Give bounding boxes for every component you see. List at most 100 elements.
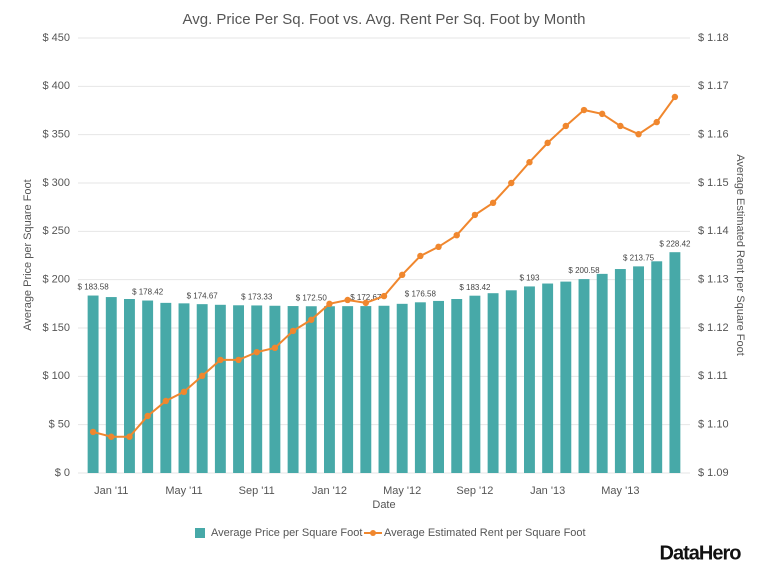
line-point xyxy=(326,300,333,308)
y2-axis-title: Average Estimated Rent per Square Foot xyxy=(734,154,746,356)
line-point xyxy=(344,296,351,304)
y-axis-title: Average Price per Square Foot xyxy=(22,179,34,330)
line-point xyxy=(198,372,206,380)
value-label: $ 200.58 xyxy=(568,266,600,275)
line-point xyxy=(235,356,242,364)
y-tick-label: $ 0 xyxy=(55,467,70,479)
line-point xyxy=(598,110,606,118)
legend-label: Average Price per Square Foot xyxy=(211,527,362,539)
y2-tick-label: $ 1.10 xyxy=(698,419,729,431)
line-point xyxy=(253,348,260,356)
bar xyxy=(524,286,535,473)
legend-label: Average Estimated Rent per Square Foot xyxy=(384,527,586,539)
y2-tick-label: $ 1.18 xyxy=(698,32,729,44)
bar xyxy=(305,306,317,473)
value-label: $ 228.42 xyxy=(659,239,691,248)
value-label: $ 172.50 xyxy=(296,293,328,302)
line-point xyxy=(217,356,224,364)
line-point xyxy=(653,118,660,126)
bar xyxy=(378,305,390,473)
bar xyxy=(560,281,572,473)
y2-tick-label: $ 1.16 xyxy=(698,129,729,141)
line-point xyxy=(289,327,297,335)
x-axis-title: Date xyxy=(372,499,395,511)
bar xyxy=(451,299,463,473)
x-tick-label: May '13 xyxy=(601,485,639,497)
y-tick-label: $ 200 xyxy=(42,274,70,286)
bar xyxy=(233,305,244,473)
line-point xyxy=(635,130,642,138)
y2-tick-label: $ 1.11 xyxy=(698,370,728,382)
bar xyxy=(414,302,426,473)
bar xyxy=(87,295,99,473)
bar xyxy=(269,305,281,473)
line-point xyxy=(362,299,370,307)
y-tick-label: $ 250 xyxy=(42,225,70,237)
line-point xyxy=(271,344,279,352)
value-label: $ 176.58 xyxy=(405,289,437,298)
y2-tick-label: $ 1.13 xyxy=(698,274,729,286)
bar xyxy=(178,303,190,473)
value-label: $ 174.67 xyxy=(187,291,219,300)
line-point xyxy=(398,271,406,279)
line-point xyxy=(671,93,679,101)
bar xyxy=(142,300,154,473)
bar xyxy=(105,297,117,473)
y-tick-label: $ 150 xyxy=(42,322,70,334)
value-label: $ 183.58 xyxy=(78,283,110,292)
bar xyxy=(651,261,663,473)
bar xyxy=(614,269,626,473)
bar xyxy=(669,252,681,473)
y-tick-label: $ 400 xyxy=(42,80,70,92)
y2-tick-label: $ 1.14 xyxy=(698,225,729,237)
line-point xyxy=(380,292,388,300)
bar xyxy=(124,299,135,473)
y-tick-label: $ 450 xyxy=(42,32,70,44)
y-tick-label: $ 300 xyxy=(42,177,70,189)
x-tick-label: Jan '12 xyxy=(312,485,347,497)
bar xyxy=(396,303,408,473)
legend-swatch xyxy=(195,528,205,538)
x-tick-label: Sep '12 xyxy=(456,485,493,497)
bar xyxy=(633,266,644,473)
bar xyxy=(196,304,208,473)
y-tick-label: $ 350 xyxy=(42,129,70,141)
line-point xyxy=(144,412,151,420)
bar xyxy=(433,300,444,473)
line-point xyxy=(617,122,624,130)
line-point xyxy=(526,159,533,166)
value-label: $ 172.67 xyxy=(350,293,382,302)
value-label: $ 213.75 xyxy=(623,253,655,262)
value-label: $ 193 xyxy=(519,274,540,283)
x-tick-label: May '11 xyxy=(165,485,202,497)
y-tick-label: $ 50 xyxy=(49,419,70,431)
bar xyxy=(487,293,499,473)
bar xyxy=(214,304,226,473)
line-point xyxy=(126,433,133,440)
bar xyxy=(542,283,554,473)
value-label: $ 183.42 xyxy=(459,283,491,292)
bar xyxy=(160,302,172,473)
y2-tick-label: $ 1.17 xyxy=(698,80,729,92)
y-tick-label: $ 100 xyxy=(42,370,70,382)
line-point xyxy=(108,433,115,440)
line-point xyxy=(544,139,551,147)
line-point xyxy=(562,122,570,130)
bar xyxy=(505,290,517,473)
y2-tick-label: $ 1.12 xyxy=(698,322,729,334)
bar xyxy=(251,305,263,473)
bar xyxy=(360,306,372,473)
line-point xyxy=(435,243,442,250)
bar xyxy=(578,279,590,473)
logo: DataHero xyxy=(660,542,742,564)
x-tick-label: Jan '11 xyxy=(94,485,128,497)
bar xyxy=(469,295,481,473)
line-point xyxy=(453,232,460,239)
line-point xyxy=(417,252,424,260)
line-point xyxy=(308,316,315,323)
x-tick-label: Jan '13 xyxy=(530,485,565,497)
line-point xyxy=(471,211,479,219)
value-label: $ 178.42 xyxy=(132,288,164,297)
bar xyxy=(287,306,299,473)
